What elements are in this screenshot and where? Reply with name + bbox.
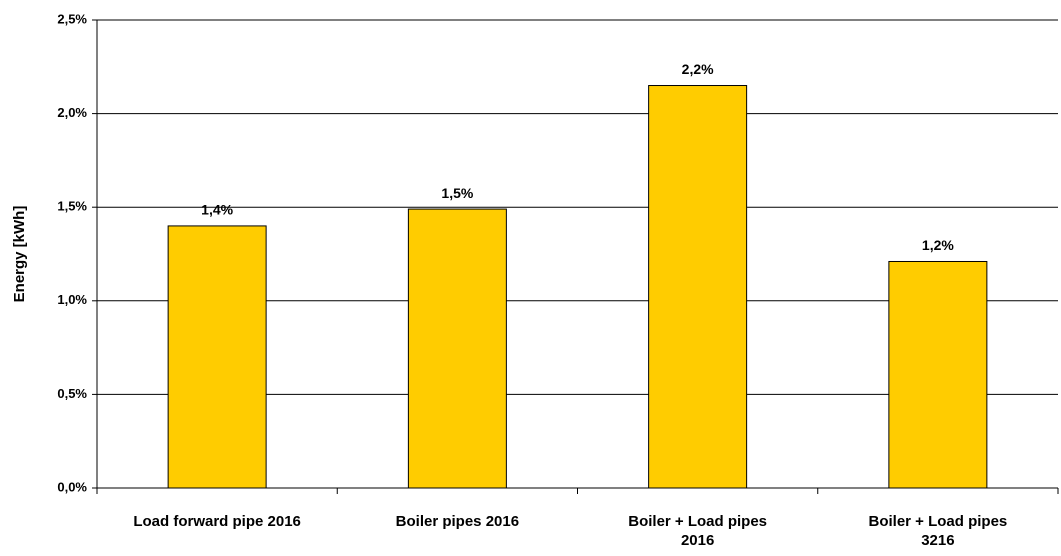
y-tick-label: 1,0%: [57, 292, 87, 307]
y-axis-label: Energy [kWh]: [11, 206, 28, 303]
y-tick-label: 0,0%: [57, 479, 87, 494]
y-tick-label: 1,5%: [57, 199, 87, 214]
y-tick-label: 2,5%: [57, 11, 87, 26]
x-tick-label: Boiler + Load pipes 2016: [628, 513, 768, 549]
y-tick-label: 2,0%: [57, 105, 87, 120]
data-label: 1,5%: [441, 185, 473, 201]
x-tick-label: Boiler + Load pipes 3216: [868, 513, 1008, 549]
x-tick-label: Load forward pipe 2016: [133, 513, 301, 530]
bar: [167, 225, 267, 489]
data-label: 1,4%: [201, 202, 233, 218]
bar: [648, 85, 748, 489]
data-label: 1,2%: [922, 237, 954, 253]
bar: [888, 260, 988, 489]
bar: [407, 208, 507, 489]
y-tick-label: 0,5%: [57, 386, 87, 401]
x-tick-label: Boiler pipes 2016: [395, 513, 520, 530]
data-label: 2,2%: [682, 61, 714, 77]
